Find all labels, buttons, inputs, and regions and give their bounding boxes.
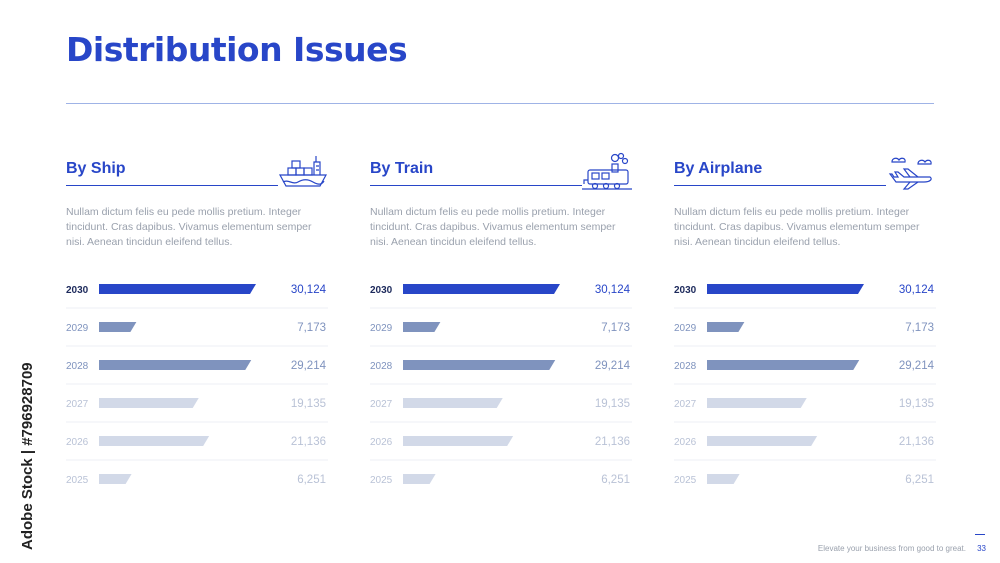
value-label: 30,124	[291, 284, 327, 296]
bar-2030	[707, 284, 864, 294]
bar-2028	[403, 360, 556, 370]
year-label: 2029	[370, 323, 393, 334]
value-label: 6,251	[905, 474, 934, 486]
page-dash	[975, 534, 985, 535]
column-divider	[66, 185, 278, 186]
value-label: 7,173	[297, 322, 326, 334]
page-title: Distribution Issues	[66, 30, 408, 69]
year-label: 2026	[370, 437, 393, 448]
bar-2025	[99, 474, 132, 484]
bar-2026	[99, 436, 210, 446]
value-label: 29,214	[291, 360, 327, 372]
bar-2028	[99, 360, 252, 370]
title-divider	[66, 103, 934, 104]
column-divider	[674, 185, 886, 186]
year-label: 2027	[370, 399, 393, 410]
year-label: 2026	[66, 437, 89, 448]
year-label: 2029	[66, 323, 89, 334]
stock-watermark: Adobe Stock | #796928709	[19, 362, 36, 550]
train-icon	[582, 152, 632, 190]
ship-icon	[278, 156, 328, 187]
value-label: 29,214	[595, 360, 631, 372]
bar-2029	[707, 322, 745, 332]
bar-2027	[403, 398, 503, 408]
value-label: 21,136	[291, 436, 326, 448]
watermark-text: Adobe Stock | #796928709	[19, 362, 36, 550]
column-description: Nullam dictum felis eu pede mollis preti…	[66, 206, 312, 249]
column-airplane: By Airplane Nullam dictum felis eu pede …	[674, 150, 936, 495]
bar-chart-train: 2030 30,124 2029 7,173 2028 29,214 2027 19,135 2…	[370, 284, 632, 486]
value-label: 19,135	[595, 398, 630, 410]
column-description: Nullam dictum felis eu pede mollis preti…	[674, 206, 920, 249]
bar-2029	[99, 322, 137, 332]
bar-2027	[99, 398, 199, 408]
page-number: 33	[977, 544, 986, 553]
year-label: 2025	[370, 475, 393, 486]
year-label: 2029	[674, 323, 697, 334]
bar-2027	[707, 398, 807, 408]
column-title: By Train	[370, 160, 434, 177]
value-label: 6,251	[297, 474, 326, 486]
airplane-icon	[888, 157, 932, 190]
year-label: 2030	[66, 285, 89, 296]
value-label: 7,173	[601, 322, 630, 334]
value-label: 19,135	[899, 398, 934, 410]
year-label: 2025	[66, 475, 89, 486]
bar-2026	[403, 436, 514, 446]
year-label: 2027	[66, 399, 89, 410]
year-label: 2025	[674, 475, 697, 486]
value-label: 29,214	[899, 360, 935, 372]
column-train: By Train Nullam dictum felis eu pede mol…	[370, 150, 632, 495]
year-label: 2030	[370, 285, 393, 296]
year-label: 2027	[674, 399, 697, 410]
bar-2030	[99, 284, 256, 294]
value-label: 21,136	[595, 436, 630, 448]
bar-2028	[707, 360, 860, 370]
bar-chart-ship: 2030 30,124 2029 7,173 2028 29,214 2027 19,135 2…	[66, 284, 328, 486]
value-label: 30,124	[595, 284, 631, 296]
year-label: 2026	[674, 437, 697, 448]
year-label: 2028	[370, 361, 393, 372]
year-label: 2028	[674, 361, 697, 372]
value-label: 21,136	[899, 436, 934, 448]
bar-2025	[707, 474, 740, 484]
footer-tagline: Elevate your business from good to great…	[817, 544, 966, 553]
bar-2029	[403, 322, 441, 332]
value-label: 6,251	[601, 474, 630, 486]
column-ship: By Ship Nullam dictum felis eu pede moll…	[66, 150, 328, 495]
value-label: 30,124	[899, 284, 935, 296]
year-label: 2030	[674, 285, 697, 296]
value-label: 19,135	[291, 398, 326, 410]
column-title: By Ship	[66, 160, 126, 177]
bar-chart-airplane: 2030 30,124 2029 7,173 2028 29,214 2027 19,135 2…	[674, 284, 936, 486]
value-label: 7,173	[905, 322, 934, 334]
column-description: Nullam dictum felis eu pede mollis preti…	[370, 206, 616, 249]
year-label: 2028	[66, 361, 89, 372]
bar-2025	[403, 474, 436, 484]
bar-2030	[403, 284, 560, 294]
bar-2026	[707, 436, 818, 446]
column-divider	[370, 185, 582, 186]
column-title: By Airplane	[674, 160, 763, 177]
